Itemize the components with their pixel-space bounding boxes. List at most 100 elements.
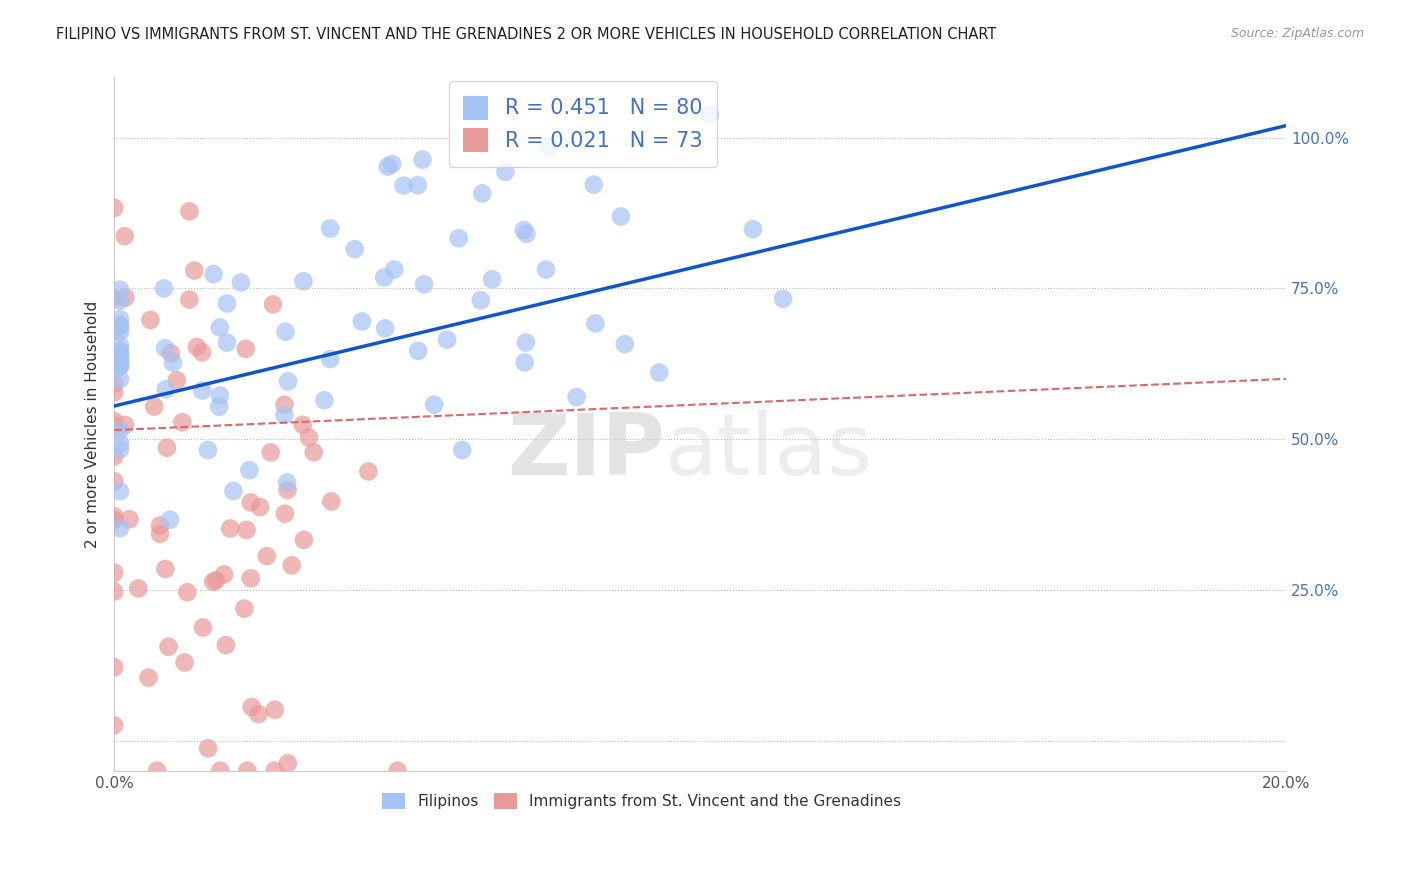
Point — [108, 484, 131, 499]
Point — [162, 355, 184, 369]
Point — [103, 323, 125, 337]
Point — [699, 108, 721, 122]
Text: FILIPINO VS IMMIGRANTS FROM ST. VINCENT AND THE GRENADINES 2 OR MORE VEHICLES IN: FILIPINO VS IMMIGRANTS FROM ST. VINCENT … — [56, 27, 997, 42]
Y-axis label: 2 or more Vehicles in Household: 2 or more Vehicles in Household — [86, 301, 100, 548]
Point — [191, 345, 214, 359]
Point — [392, 178, 415, 193]
Point — [209, 764, 232, 778]
Point — [127, 582, 149, 596]
Point — [249, 500, 271, 515]
Point — [103, 414, 125, 428]
Text: Source: ZipAtlas.com: Source: ZipAtlas.com — [1230, 27, 1364, 40]
Point — [179, 293, 201, 307]
Point — [256, 549, 278, 563]
Point — [157, 640, 180, 654]
Point — [302, 445, 325, 459]
Text: atlas: atlas — [665, 410, 873, 493]
Point — [183, 263, 205, 277]
Point — [208, 388, 231, 402]
Point — [565, 390, 588, 404]
Point — [191, 384, 214, 398]
Point — [412, 153, 434, 167]
Point — [229, 276, 252, 290]
Point — [191, 620, 214, 634]
Point — [176, 585, 198, 599]
Point — [108, 343, 131, 358]
Point — [172, 415, 194, 429]
Point — [247, 707, 270, 722]
Point — [357, 465, 380, 479]
Point — [118, 512, 141, 526]
Point — [538, 140, 561, 154]
Point — [321, 494, 343, 508]
Point — [277, 375, 299, 389]
Point — [447, 231, 470, 245]
Point — [103, 584, 125, 599]
Point — [471, 186, 494, 201]
Point — [515, 227, 537, 241]
Point — [648, 366, 671, 380]
Point — [159, 513, 181, 527]
Point — [772, 292, 794, 306]
Point — [215, 638, 238, 652]
Point — [374, 321, 396, 335]
Point — [103, 292, 125, 306]
Point — [108, 359, 131, 374]
Point — [343, 242, 366, 256]
Point — [319, 221, 342, 235]
Point — [108, 338, 131, 352]
Point — [103, 376, 125, 391]
Point — [292, 533, 315, 547]
Point — [277, 756, 299, 771]
Point — [208, 320, 231, 334]
Point — [114, 417, 136, 432]
Point — [451, 443, 474, 458]
Point — [103, 385, 125, 400]
Point — [205, 574, 228, 588]
Point — [108, 521, 131, 535]
Point — [108, 325, 131, 339]
Point — [513, 355, 536, 369]
Point — [186, 340, 208, 354]
Point — [239, 495, 262, 509]
Point — [259, 445, 281, 459]
Point — [387, 764, 409, 778]
Point — [481, 272, 503, 286]
Point — [292, 274, 315, 288]
Point — [314, 393, 336, 408]
Point — [281, 558, 304, 573]
Point — [219, 521, 242, 535]
Legend: Filipinos, Immigrants from St. Vincent and the Grenadines: Filipinos, Immigrants from St. Vincent a… — [375, 787, 907, 815]
Point — [222, 483, 245, 498]
Point — [236, 764, 259, 778]
Point — [149, 526, 172, 541]
Point — [610, 210, 633, 224]
Point — [166, 373, 188, 387]
Point — [160, 346, 183, 360]
Point — [114, 291, 136, 305]
Point — [173, 656, 195, 670]
Point — [202, 267, 225, 281]
Point — [202, 574, 225, 589]
Point — [114, 229, 136, 244]
Point — [239, 571, 262, 585]
Point — [613, 337, 636, 351]
Point — [406, 343, 429, 358]
Point — [291, 417, 314, 432]
Point — [103, 201, 125, 215]
Point — [108, 436, 131, 450]
Point — [103, 418, 125, 433]
Point — [319, 352, 342, 367]
Point — [197, 442, 219, 457]
Point — [108, 372, 131, 386]
Point — [179, 204, 201, 219]
Point — [149, 518, 172, 533]
Point — [274, 507, 297, 521]
Point — [436, 333, 458, 347]
Point — [423, 398, 446, 412]
Point — [264, 703, 287, 717]
Point — [494, 165, 516, 179]
Point — [139, 313, 162, 327]
Point — [156, 441, 179, 455]
Point — [108, 358, 131, 372]
